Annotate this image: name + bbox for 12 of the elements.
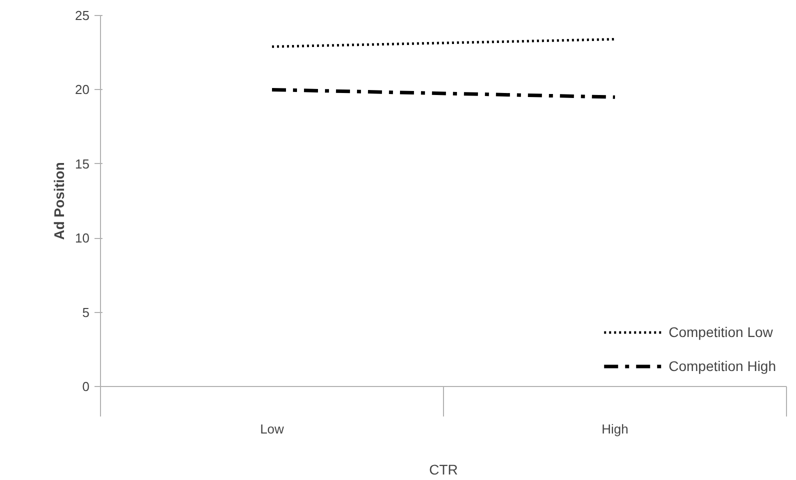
y-tick-label: 10 — [75, 230, 90, 246]
x-tick-label: Low — [260, 422, 285, 436]
y-tick-label: 5 — [82, 304, 90, 320]
y-tick-label: 15 — [75, 156, 90, 172]
legend-label: Competition High — [668, 358, 776, 374]
y-tick-label: 20 — [75, 82, 90, 98]
y-axis-title: Ad Position — [51, 162, 68, 240]
legend-label: Competition Low — [668, 324, 773, 340]
x-axis-title: CTR — [429, 462, 458, 478]
y-tick-label: 25 — [75, 8, 90, 23]
x-tick-label: High — [602, 422, 628, 436]
y-tick-label: 0 — [82, 379, 90, 394]
